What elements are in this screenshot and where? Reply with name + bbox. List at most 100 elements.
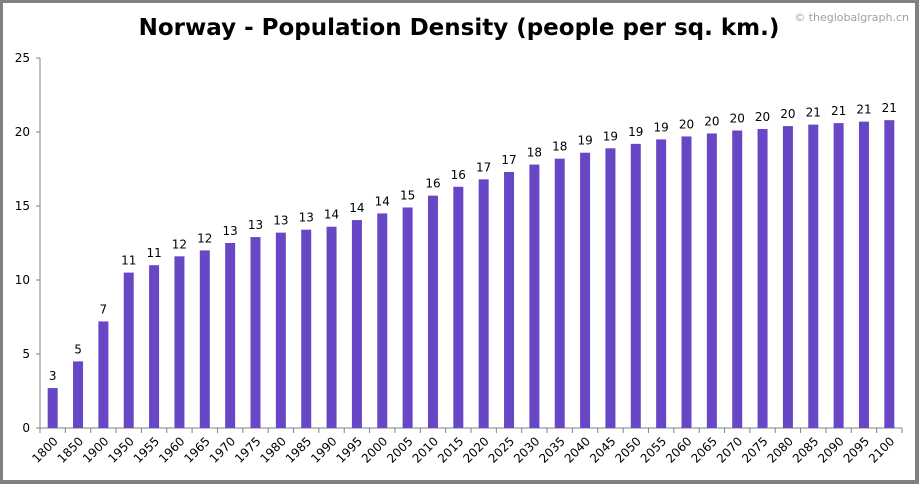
x-tick-label-1965: 1965 [181, 434, 212, 465]
data-label-2060: 20 [679, 117, 694, 131]
data-label-2065: 20 [704, 114, 719, 128]
data-label-2050: 19 [628, 125, 643, 139]
watermark: © theglobalgraph.cn [794, 11, 909, 24]
data-label-1995: 14 [349, 201, 364, 215]
data-label-2040: 19 [577, 134, 592, 148]
data-label-1950: 11 [121, 254, 136, 268]
data-label-1970: 13 [223, 224, 238, 238]
data-label-1850: 5 [74, 342, 82, 356]
bar-1950 [123, 272, 134, 428]
bar-2100 [884, 120, 895, 428]
x-tick-label-1995: 1995 [334, 434, 365, 465]
data-label-2015: 16 [451, 168, 466, 182]
x-tick-label-2020: 2020 [460, 434, 491, 465]
bar-2060 [681, 136, 692, 428]
x-tick-label-1980: 1980 [257, 434, 288, 465]
x-tick-label-2030: 2030 [511, 434, 542, 465]
bar-2095 [858, 121, 869, 428]
bar-2050 [630, 143, 641, 428]
y-tick-label: 15 [15, 199, 30, 213]
x-tick-label-2090: 2090 [815, 434, 846, 465]
data-label-1985: 13 [299, 211, 314, 225]
x-tick-label-2095: 2095 [841, 434, 872, 465]
data-label-2080: 20 [780, 107, 795, 121]
x-tick-label-2050: 2050 [612, 434, 643, 465]
data-label-2020: 17 [476, 160, 491, 174]
bar-1980 [275, 232, 286, 428]
bar-2080 [782, 126, 793, 428]
x-tick-label-1800: 1800 [29, 434, 60, 465]
chart-title: Norway - Population Density (people per … [138, 15, 780, 41]
x-tick-label-1985: 1985 [283, 434, 314, 465]
x-tick-label-2075: 2075 [739, 434, 770, 465]
x-tick-label-2080: 2080 [765, 434, 796, 465]
bar-2020 [478, 179, 489, 428]
x-tick-label-2065: 2065 [688, 434, 719, 465]
data-label-2085: 21 [806, 106, 821, 120]
data-label-2075: 20 [755, 110, 770, 124]
bar-2015 [453, 186, 464, 428]
bar-2035 [554, 158, 565, 428]
bar-chart: 0510152025318005185071900111950111955121… [15, 51, 903, 466]
x-tick-label-2070: 2070 [714, 434, 745, 465]
x-tick-label-1850: 1850 [55, 434, 86, 465]
x-tick-label-2040: 2040 [562, 434, 593, 465]
y-tick-label: 25 [15, 51, 30, 65]
data-label-2090: 21 [831, 104, 846, 118]
x-tick-label-1900: 1900 [80, 434, 111, 465]
bar-1975 [250, 237, 261, 428]
bar-1990 [326, 226, 337, 428]
bar-1850 [73, 361, 84, 428]
bar-2055 [656, 139, 667, 428]
bar-2065 [706, 133, 717, 429]
data-label-2100: 21 [882, 101, 897, 115]
bar-2010 [427, 195, 438, 428]
x-tick-label-2035: 2035 [536, 434, 567, 465]
bar-1800 [47, 388, 58, 428]
y-tick-label: 10 [15, 273, 30, 287]
data-label-1975: 13 [248, 218, 263, 232]
x-tick-label-2045: 2045 [587, 434, 618, 465]
y-tick-label: 5 [22, 347, 30, 361]
data-label-2030: 18 [527, 146, 542, 160]
y-tick-label: 0 [22, 421, 30, 435]
bar-2030 [529, 164, 540, 428]
x-tick-label-2060: 2060 [663, 434, 694, 465]
x-tick-label-2055: 2055 [638, 434, 669, 465]
x-tick-label-1990: 1990 [308, 434, 339, 465]
bar-2070 [732, 130, 743, 428]
bar-1955 [149, 265, 160, 428]
data-label-2070: 20 [730, 112, 745, 126]
x-tick-label-2005: 2005 [384, 434, 415, 465]
x-tick-label-2085: 2085 [790, 434, 821, 465]
data-label-1965: 12 [197, 231, 212, 245]
y-tick-label: 20 [15, 125, 30, 139]
bar-2005 [402, 207, 413, 428]
x-tick-label-2025: 2025 [486, 434, 517, 465]
x-tick-label-1975: 1975 [232, 434, 263, 465]
x-tick-label-1970: 1970 [207, 434, 238, 465]
x-tick-label-1960: 1960 [156, 434, 187, 465]
data-label-1980: 13 [273, 214, 288, 228]
x-tick-label-2010: 2010 [410, 434, 441, 465]
data-label-1960: 12 [172, 237, 187, 251]
data-label-1990: 14 [324, 208, 339, 222]
bar-1985 [301, 229, 312, 428]
bar-1995 [351, 220, 362, 428]
bar-2075 [757, 129, 768, 428]
data-label-1800: 3 [49, 369, 57, 383]
bar-2040 [580, 152, 591, 428]
data-label-2045: 19 [603, 129, 618, 143]
data-label-2010: 16 [425, 177, 440, 191]
data-label-1955: 11 [146, 246, 161, 260]
x-tick-label-2000: 2000 [359, 434, 390, 465]
x-tick-label-2100: 2100 [866, 434, 897, 465]
data-label-2035: 18 [552, 140, 567, 154]
bar-1900 [98, 321, 109, 428]
bar-1970 [225, 243, 236, 428]
data-label-2055: 19 [654, 120, 669, 134]
x-tick-label-1955: 1955 [131, 434, 162, 465]
data-label-2000: 14 [375, 194, 390, 208]
bar-1960 [174, 256, 185, 428]
